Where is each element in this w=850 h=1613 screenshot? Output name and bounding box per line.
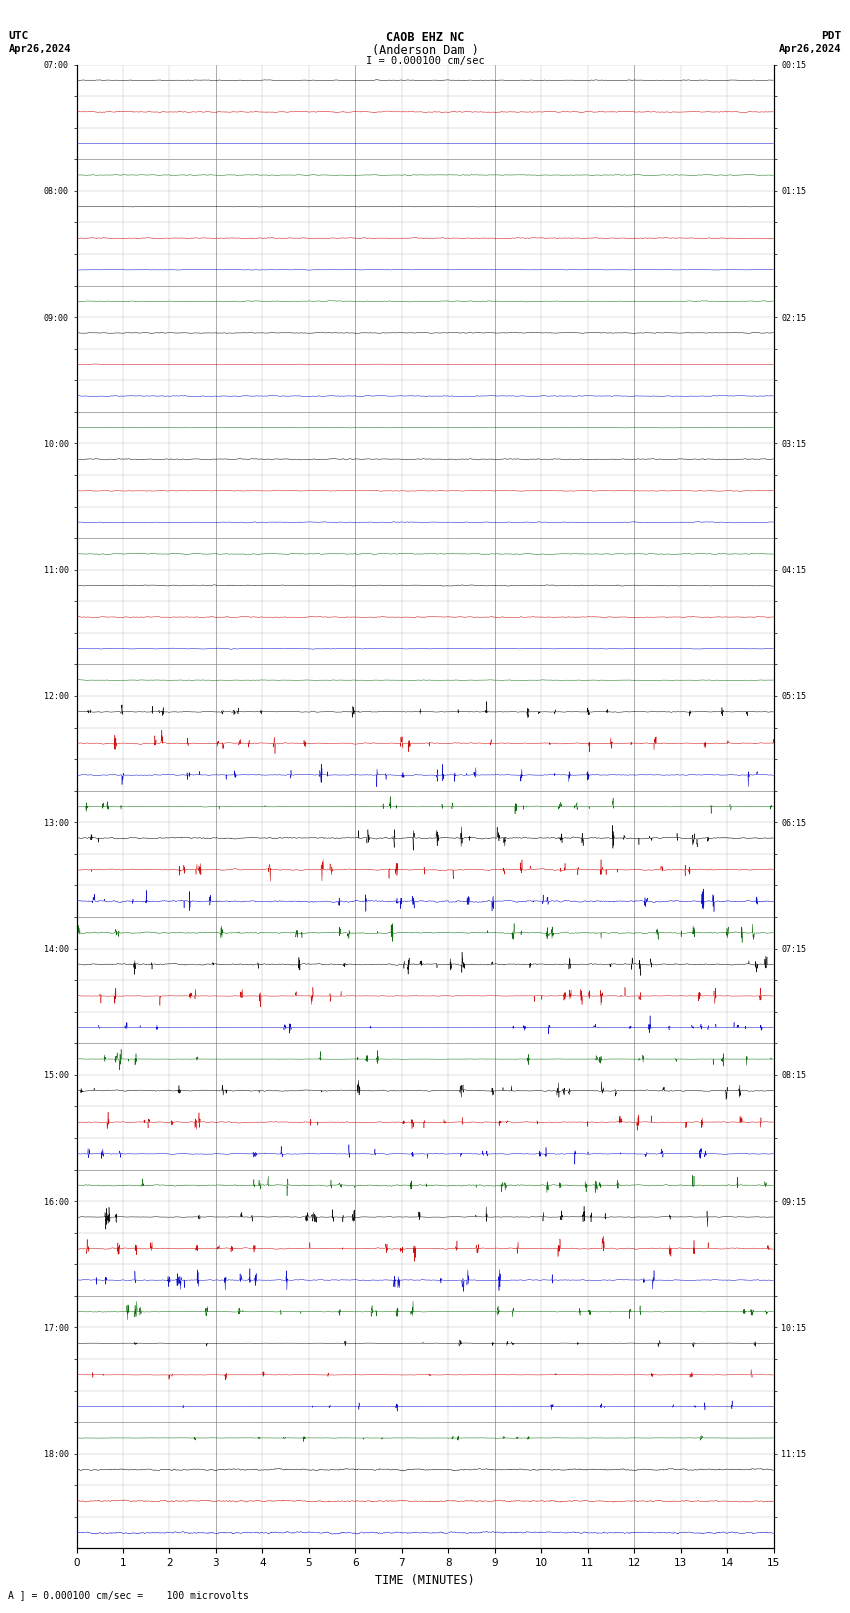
Text: I = 0.000100 cm/sec: I = 0.000100 cm/sec [366,56,484,66]
Text: UTC: UTC [8,31,29,40]
Text: (Anderson Dam ): (Anderson Dam ) [371,44,479,56]
Text: A ] = 0.000100 cm/sec =    100 microvolts: A ] = 0.000100 cm/sec = 100 microvolts [8,1590,249,1600]
Text: Apr26,2024: Apr26,2024 [779,44,842,53]
X-axis label: TIME (MINUTES): TIME (MINUTES) [375,1574,475,1587]
Text: CAOB EHZ NC: CAOB EHZ NC [386,31,464,44]
Text: PDT: PDT [821,31,842,40]
Text: Apr26,2024: Apr26,2024 [8,44,71,53]
